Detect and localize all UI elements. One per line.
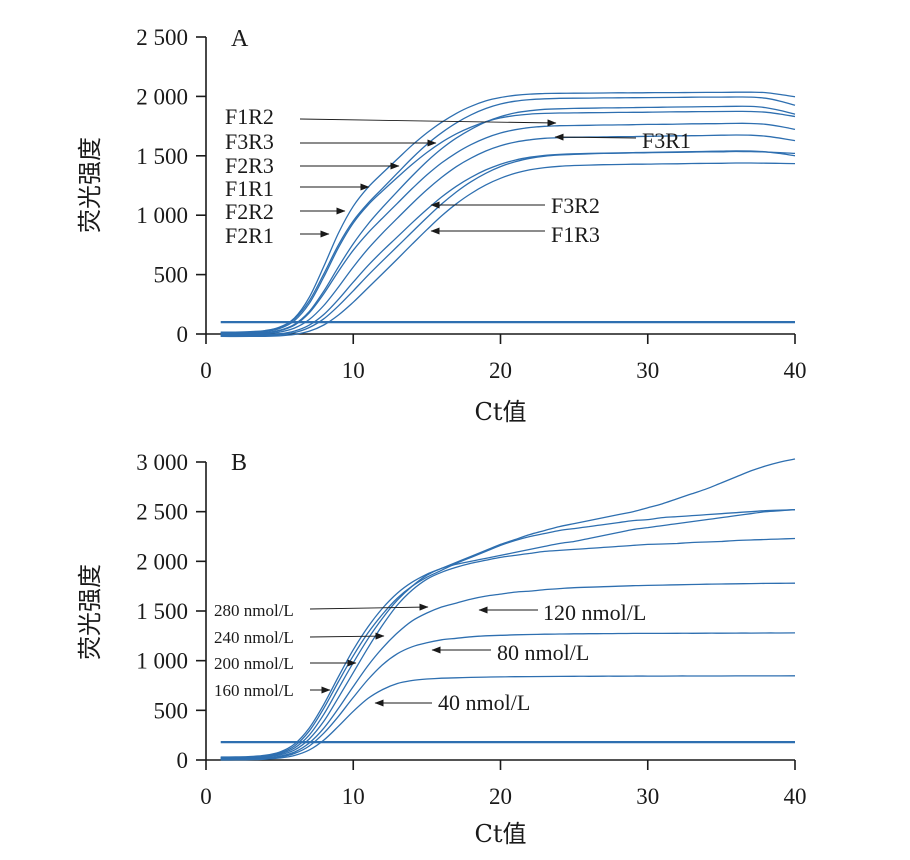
series-line xyxy=(220,632,796,761)
y-tick-label: 2 500 xyxy=(136,500,188,525)
x-tick-label: 20 xyxy=(489,358,512,383)
series-line xyxy=(220,122,796,336)
series-annotation: F2R3 xyxy=(225,153,274,178)
y-axis-label: 荧光强度 xyxy=(76,137,104,233)
series-annotation: 280 nmol/L xyxy=(214,601,294,620)
series-annotation: 40 nmol/L xyxy=(438,690,530,715)
y-tick-label: 1 000 xyxy=(136,203,188,228)
series-annotation: F1R2 xyxy=(225,104,274,129)
series-line xyxy=(220,150,796,337)
y-tick-label: 2 500 xyxy=(136,25,188,50)
series-annotation: F3R2 xyxy=(551,193,600,218)
panel-A: 0 500 1 000 1 500 2 000 2 500 0 10 20 30 40 Ct值 荧光强度… xyxy=(76,25,807,426)
x-axis-label: Ct值 xyxy=(474,820,526,848)
series-annotation: 160 nmol/L xyxy=(214,681,294,700)
y-tick-label: 2 000 xyxy=(136,549,188,574)
x-tick-label: 0 xyxy=(200,784,212,809)
x-tick-label: 40 xyxy=(784,784,807,809)
x-tick-label: 40 xyxy=(784,358,807,383)
y-tick-label: 0 xyxy=(177,322,189,347)
y-tick-label: 0 xyxy=(177,748,189,773)
series-annotation: F1R3 xyxy=(551,222,600,247)
y-tick-label: 500 xyxy=(154,263,189,288)
series-annotation: F2R2 xyxy=(225,199,274,224)
series-annotation: F3R3 xyxy=(225,129,274,154)
series-line xyxy=(220,96,796,334)
x-tick-label: 10 xyxy=(342,358,365,383)
series-line xyxy=(220,134,796,336)
y-tick-label: 500 xyxy=(154,698,189,723)
panel-B: 0 500 1 000 1 500 2 000 2 500 3 000 0 10 20 30 40 Ct… xyxy=(76,450,807,848)
series-annotation: F3R1 xyxy=(642,128,691,153)
series-line xyxy=(220,537,796,760)
y-tick-label: 2 000 xyxy=(136,84,188,109)
series-line xyxy=(220,162,796,338)
series-annotation: 120 nmol/L xyxy=(543,600,646,625)
series-annotation: 240 nmol/L xyxy=(214,628,294,647)
x-tick-label: 30 xyxy=(636,358,659,383)
x-axis-label: Ct值 xyxy=(474,398,526,426)
y-tick-label: 1 500 xyxy=(136,599,188,624)
series-annotation: F1R1 xyxy=(225,176,274,201)
y-tick-label: 3 000 xyxy=(136,450,188,475)
series-line xyxy=(220,509,796,759)
series-line xyxy=(220,509,796,759)
annotation-arrow xyxy=(309,632,385,640)
panel-label: A xyxy=(231,26,249,52)
x-tick-label: 10 xyxy=(342,784,365,809)
series-line xyxy=(220,675,796,761)
series-line xyxy=(220,105,796,335)
series-annotation: 80 nmol/L xyxy=(497,640,589,665)
y-tick-label: 1 500 xyxy=(136,144,188,169)
x-tick-label: 0 xyxy=(200,358,212,383)
panel-label: B xyxy=(231,450,247,476)
series-line xyxy=(220,458,796,758)
annotation-arrow xyxy=(554,133,637,141)
y-axis-label: 荧光强度 xyxy=(76,564,104,660)
y-tick-label: 1 000 xyxy=(136,649,188,674)
series-line xyxy=(220,110,796,335)
annotation-arrow xyxy=(299,118,557,127)
series-line xyxy=(220,91,796,333)
x-tick-label: 30 xyxy=(636,784,659,809)
x-tick-label: 20 xyxy=(489,784,512,809)
series-line xyxy=(220,582,796,760)
annotation-arrow xyxy=(309,603,429,611)
series-annotation: F2R1 xyxy=(225,223,274,248)
series-annotation: 200 nmol/L xyxy=(214,654,294,673)
